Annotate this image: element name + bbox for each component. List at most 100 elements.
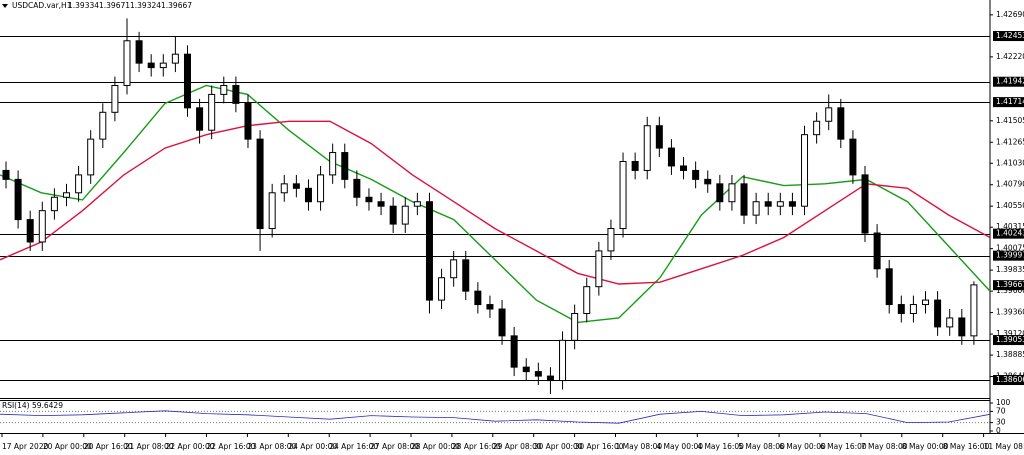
- level-label: 1.41714: [996, 97, 1024, 106]
- current-price-label: 1.39667: [996, 280, 1024, 289]
- y-tick-label: 1.41265: [996, 137, 1024, 146]
- y-tick-label: 1.40790: [996, 180, 1024, 189]
- rsi-line: [0, 410, 991, 424]
- moving-average: [0, 84, 991, 324]
- candle-body: [268, 192, 276, 230]
- candle-body: [498, 308, 506, 337]
- candle-body: [280, 183, 288, 194]
- candle-body: [667, 147, 675, 167]
- header-value: 1.39667: [161, 1, 192, 10]
- y-tick-label: 1.39360: [996, 308, 1024, 317]
- candle-body: [183, 53, 191, 109]
- level-label: 1.38606: [996, 375, 1024, 384]
- x-tick-label: 7 May 08:00: [861, 442, 908, 451]
- header-value: 1.39671: [99, 1, 130, 10]
- candle-body: [377, 201, 385, 207]
- x-tick-label: 30 Apr 00:00: [534, 442, 583, 451]
- symbol: USDCAD.var,H1: [12, 1, 72, 10]
- level-label: 1.41942: [996, 77, 1024, 86]
- candle-body: [196, 107, 204, 131]
- candle-body: [123, 40, 131, 86]
- y-tick-label: 1.40075: [996, 244, 1024, 253]
- rsi-tick-label: 100: [996, 398, 1011, 407]
- candle-body: [704, 178, 712, 185]
- candle-body: [534, 371, 542, 377]
- candle-body: [643, 125, 651, 171]
- candle-body: [776, 201, 784, 207]
- y-tick-label: 1.41505: [996, 116, 1024, 125]
- candle-body: [825, 107, 833, 122]
- rsi-label: RSI(14) 59.6429: [2, 401, 63, 410]
- y-tick-label: 1.38885: [996, 350, 1024, 359]
- x-tick-label: 20 Apr 16:00: [84, 442, 133, 451]
- candle-body: [353, 178, 361, 198]
- x-tick-label: 11 May 08:00: [984, 442, 1024, 451]
- candle-body: [546, 375, 554, 382]
- y-tick-label: 1.42220: [996, 52, 1024, 61]
- x-tick-label: 21 Apr 08:00: [125, 442, 174, 451]
- candle-body: [740, 183, 748, 216]
- candle-body: [220, 84, 228, 95]
- candle-body: [970, 284, 978, 337]
- candle-body: [389, 205, 397, 225]
- y-tick-label: 1.40315: [996, 222, 1024, 231]
- candle-body: [934, 299, 942, 328]
- candle-body: [764, 201, 772, 207]
- candle-body: [232, 84, 240, 104]
- candle-body: [692, 169, 700, 180]
- x-tick-label: 5 May 08:00: [738, 442, 785, 451]
- candle-body: [438, 277, 446, 301]
- candle-body: [159, 62, 167, 69]
- candle-body: [413, 201, 421, 207]
- x-tick-label: 8 May 00:00: [902, 442, 949, 451]
- candle-body: [788, 201, 796, 207]
- x-tick-label: 1 May 08:00: [616, 442, 663, 451]
- x-tick-label: 28 Apr 00:00: [411, 442, 460, 451]
- header-value: 1.39324: [130, 1, 161, 10]
- x-tick-label: 30 Apr 16:00: [575, 442, 624, 451]
- candle-body: [849, 138, 857, 176]
- level-label: 1.40243: [996, 229, 1024, 238]
- x-tick-label: 23 Apr 08:00: [247, 442, 296, 451]
- y-tick-label: 1.39835: [996, 265, 1024, 274]
- candle-body: [922, 299, 930, 306]
- candle-body: [111, 84, 119, 113]
- level-box: [993, 97, 1024, 108]
- candle-body: [813, 120, 821, 136]
- rsi-tick-label: 30: [996, 418, 1006, 427]
- header-value: 1.39334: [68, 1, 99, 10]
- y-tick-label: 1.40550: [996, 201, 1024, 210]
- level-label: 1.39997: [996, 251, 1024, 260]
- candle-body: [2, 169, 10, 180]
- candle-body: [99, 111, 107, 140]
- candle-body: [341, 152, 349, 180]
- x-tick-label: 4 May 16:00: [697, 442, 744, 451]
- moving-average: [0, 120, 991, 285]
- candle-body: [885, 268, 893, 306]
- candle-body: [62, 192, 70, 198]
- candle-body: [801, 134, 809, 207]
- candle-body: [304, 187, 312, 203]
- collapse-icon[interactable]: [2, 4, 8, 8]
- candle-body: [909, 304, 917, 314]
- candle-body: [317, 174, 325, 203]
- x-tick-label: 27 Apr 08:00: [370, 442, 419, 451]
- candle-body: [147, 62, 155, 69]
- candle-body: [401, 205, 409, 225]
- candle-body: [655, 125, 663, 149]
- candle-body: [75, 174, 83, 194]
- candle-body: [87, 138, 95, 176]
- candle-body: [14, 178, 22, 221]
- candle-body: [462, 259, 470, 292]
- level-label: 1.39053: [996, 335, 1024, 344]
- current-price-box: [993, 280, 1024, 291]
- x-tick-label: 22 Apr 00:00: [166, 442, 215, 451]
- candle-body: [38, 210, 46, 243]
- candle-body: [510, 335, 518, 368]
- candle-body: [522, 366, 530, 373]
- candle-body: [425, 201, 433, 301]
- candle-body: [292, 183, 300, 189]
- candle-body: [329, 152, 337, 176]
- candle-body: [583, 286, 591, 314]
